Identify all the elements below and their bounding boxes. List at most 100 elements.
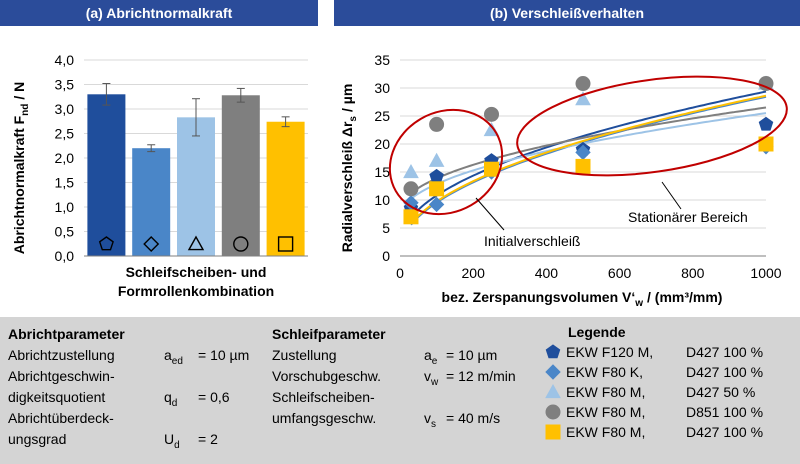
y-tick-label: 2,0	[55, 150, 75, 166]
pentagon-icon	[98, 236, 114, 251]
parameter-panel: Abrichtparameter Abrichtzustellung aed = 1…	[0, 317, 800, 464]
bar	[266, 121, 305, 257]
panel-b-title: (b) Verschleißverhalten	[489, 5, 645, 21]
legend-marker	[545, 404, 561, 420]
schleif-row-symbol: ae	[424, 347, 438, 367]
legend-item-spec: D427 50 %	[686, 384, 756, 400]
y-tick-label: 0,5	[55, 224, 75, 240]
x-tick-label: 600	[608, 265, 632, 281]
stationary-region-ellipse	[516, 75, 788, 177]
x-axis-label: bez. Zerspanungsvolumen V‘w / (mm³/mm)	[442, 289, 723, 309]
data-point-circle	[429, 116, 445, 132]
y-axis-label: Radialverschleiß Δrs/ µm	[339, 84, 359, 253]
schleif-row-value: = 10 µm	[446, 347, 498, 363]
abricht-row-label: Abrichtgeschwin-	[8, 368, 115, 384]
legend-item-spec: D427 100 %	[686, 364, 764, 380]
data-point-triangle	[575, 91, 591, 106]
abricht-title: Abrichtparameter	[8, 326, 125, 342]
legend-marker	[545, 383, 561, 399]
trend-line	[410, 90, 767, 218]
schleif-row-symbol: vw	[424, 368, 439, 388]
x-tick-label: 400	[535, 265, 559, 281]
data-point-square	[403, 209, 419, 225]
initial-label: Initialverschleiß	[484, 233, 580, 249]
legend-marker	[545, 364, 561, 380]
bar	[221, 95, 260, 256]
abricht-row-label: ungsgrad	[8, 431, 67, 447]
legend-item-name: EKW F80 K,	[566, 364, 644, 380]
trend-line	[410, 112, 767, 200]
abricht-row-label: digkeitsquotient	[8, 389, 106, 405]
abricht-row-value: = 10 µm	[198, 347, 250, 363]
abricht-row-symbol: Ud	[164, 431, 180, 451]
initial-callout-line	[475, 197, 505, 231]
data-point-pentagon	[429, 168, 444, 183]
y-tick-label: 3,5	[55, 77, 75, 93]
y-tick-label: 5	[382, 220, 390, 236]
y-tick-label: 30	[374, 80, 390, 96]
abricht-row-label: Abrichtzustellung	[8, 347, 115, 363]
legend-item-spec: D427 100 %	[686, 424, 764, 440]
schleif-row-symbol: vs	[424, 410, 436, 430]
y-tick-label: 4,0	[55, 52, 75, 68]
y-tick-label: 0,0	[55, 248, 75, 264]
abricht-row-value: = 2	[198, 431, 218, 447]
legend-item-name: EKW F80 M,	[566, 384, 646, 400]
triangle-icon	[187, 235, 205, 251]
x-tick-label: 0	[396, 265, 404, 281]
schleif-row-label: umfangsgeschw.	[272, 410, 377, 426]
abricht-row-label: Abrichtüberdeck-	[8, 410, 114, 426]
trend-line	[410, 94, 767, 225]
square-icon	[545, 424, 561, 440]
data-point-square	[484, 161, 499, 177]
y-tick-label: 20	[374, 136, 390, 152]
scatter-chart-verschleiss: 0 5 10 15 20 25 30 35 0 200 400 600 800 1000 Station…	[339, 52, 788, 309]
square-icon	[277, 236, 294, 252]
y-axis-label: Abrichtnormalkraft Fnd/ N	[11, 82, 31, 255]
y-tick-label: 3,0	[55, 101, 75, 117]
data-point-square	[429, 181, 445, 197]
panel-a-title: (a) Abrichtnormalkraft	[85, 5, 233, 21]
data-point-pentagon	[758, 116, 774, 131]
pentagon-icon	[545, 344, 561, 359]
stationary-callout-line	[661, 181, 682, 210]
circle-icon	[545, 404, 561, 420]
abricht-row-symbol: aed	[164, 347, 183, 367]
diamond-icon	[545, 364, 561, 380]
y-tick-label: 1,5	[55, 175, 75, 191]
legend-marker	[545, 344, 561, 359]
x-tick-label: 200	[462, 265, 486, 281]
bar	[132, 148, 171, 256]
y-tick-label: 10	[374, 192, 390, 208]
schleif-row-label: Vorschubgeschw.	[272, 368, 381, 384]
x-axis-label-line2: Formrollenkombination	[118, 283, 274, 299]
y-tick-label: 0	[382, 248, 390, 264]
x-axis-label-line1: Schleifscheiben- und	[126, 264, 267, 280]
data-point-circle	[575, 76, 591, 92]
triangle-icon	[545, 383, 561, 399]
bar-chart-abrichtnormalkraft: 0,0 0,5 1,0 1,5 2,0 2,5 3,0 3,5 4,0 Abrichtnorma…	[11, 52, 308, 299]
circle-icon	[233, 236, 249, 252]
schleif-row-label: Schleifscheiben-	[272, 389, 375, 405]
legend-item-spec: D427 100 %	[686, 344, 764, 360]
y-tick-label: 1,0	[55, 199, 75, 215]
schleif-row-label: Zustellung	[272, 347, 337, 363]
y-tick-label: 25	[374, 108, 390, 124]
schleif-row-value: = 12 m/min	[446, 368, 516, 384]
legend-item-name: EKW F80 M,	[566, 424, 646, 440]
legend-item-name: EKW F80 M,	[566, 404, 646, 420]
panel-b-header: (b) Verschleißverhalten	[334, 0, 800, 26]
diamond-icon	[143, 236, 160, 252]
initial-region-ellipse	[388, 108, 504, 216]
data-point-circle	[484, 106, 499, 122]
panel-a-header: (a) Abrichtnormalkraft	[0, 0, 318, 26]
y-tick-label: 2,5	[55, 126, 75, 142]
abricht-row-symbol: qd	[164, 389, 178, 409]
x-tick-label: 800	[681, 265, 705, 281]
schleif-title: Schleifparameter	[272, 326, 386, 342]
bar	[177, 117, 215, 256]
legend-item-spec: D851 100 %	[686, 404, 764, 420]
x-tick-label: 1000	[750, 265, 781, 281]
legend-marker	[545, 424, 561, 440]
abricht-row-value: = 0,6	[198, 389, 230, 405]
